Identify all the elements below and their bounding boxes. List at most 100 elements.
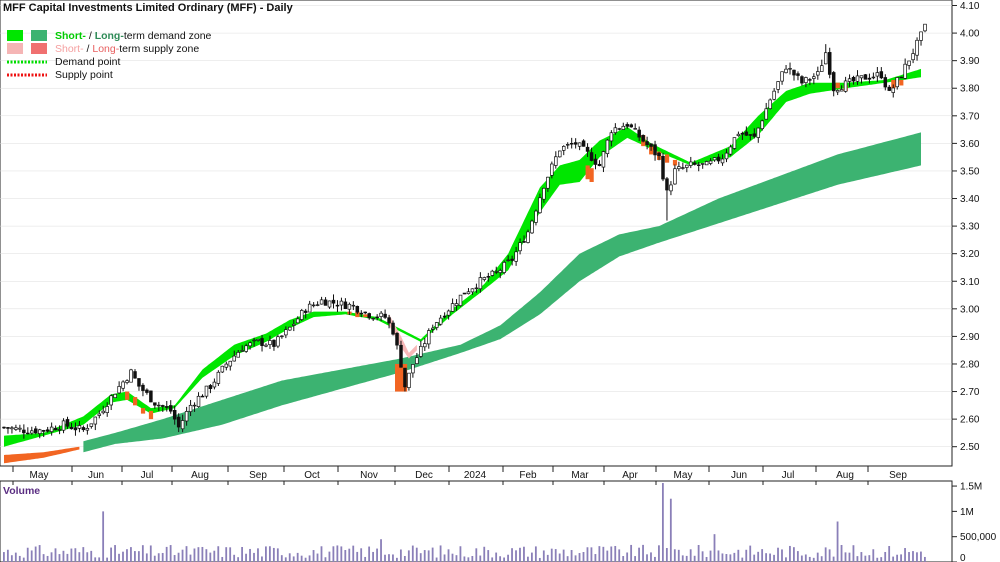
chart-title: MFF Capital Investments Limited Ordinary… xyxy=(3,2,294,14)
volume-bar xyxy=(118,553,120,562)
candle-body xyxy=(407,372,411,388)
volume-bar xyxy=(181,549,184,562)
supply-zone-segment xyxy=(395,363,400,392)
supply-zone-segment xyxy=(589,168,594,182)
candle-body xyxy=(617,128,622,130)
volume-bar xyxy=(257,548,259,562)
candle-body xyxy=(109,395,113,406)
candle-body xyxy=(677,166,681,170)
early-supply-zone xyxy=(4,446,80,464)
volume-bar xyxy=(761,549,764,562)
volume-bar xyxy=(491,557,494,562)
volume-bar xyxy=(467,557,470,562)
candle-body xyxy=(784,68,788,74)
volume-bar xyxy=(161,552,164,562)
volume-bar xyxy=(475,548,478,562)
candle-body xyxy=(299,310,304,320)
candle-body xyxy=(546,176,550,189)
volume-bar xyxy=(62,550,65,562)
price-tick-label: 3.20 xyxy=(960,249,980,260)
volume-tick-label: 0 xyxy=(960,553,966,562)
volume-bar xyxy=(284,557,287,562)
candle-body xyxy=(141,384,145,391)
volume-bar xyxy=(527,556,529,562)
candle-body xyxy=(37,429,42,434)
candle-body xyxy=(446,310,451,316)
volume-bar xyxy=(407,550,410,562)
volume-bar xyxy=(403,555,406,562)
candle-body xyxy=(756,127,761,138)
volume-bar xyxy=(785,557,787,562)
volume-bar xyxy=(792,547,795,562)
volume-bar xyxy=(519,547,521,562)
grid-lines xyxy=(0,5,952,447)
legend-supply-short-label: Short- xyxy=(55,43,84,55)
candle-body xyxy=(919,31,923,41)
candle-body xyxy=(224,363,229,368)
candle-body xyxy=(772,90,776,100)
candle-body xyxy=(891,87,895,93)
price-tick-label: 3.60 xyxy=(960,139,980,150)
volume-bar xyxy=(816,552,819,562)
candle-body xyxy=(117,386,121,394)
candle-body xyxy=(522,241,526,243)
volume-bar xyxy=(141,545,144,562)
candle-body xyxy=(887,86,892,91)
legend-swatch-long-supply xyxy=(31,43,47,54)
candle-body xyxy=(34,428,38,434)
candle-body xyxy=(93,416,98,425)
candle-body xyxy=(558,150,562,158)
volume-bar xyxy=(221,556,224,562)
price-tick-label: 3.40 xyxy=(960,194,980,205)
volume-bar xyxy=(622,556,625,562)
candle-body xyxy=(716,156,721,162)
candle-body xyxy=(157,404,161,407)
price-tick-label: 3.30 xyxy=(960,222,980,233)
volume-bar xyxy=(66,553,69,562)
candle-body xyxy=(669,184,673,192)
candle-body xyxy=(240,350,244,352)
supply-zone-segment xyxy=(133,397,138,406)
candle-body xyxy=(339,300,344,306)
candle-body xyxy=(264,344,268,347)
price-axis: 2.50 2.60 2.70 2.80 2.90 3.00 3.10 3.20 3.30 3.40… xyxy=(952,1,980,453)
volume-bar xyxy=(523,546,525,562)
candle-body xyxy=(907,60,911,66)
volume-bar xyxy=(169,545,172,562)
volume-bar xyxy=(372,551,374,562)
date-tick-label: Jun xyxy=(88,470,104,481)
volume-bar xyxy=(3,552,5,562)
volume-bar xyxy=(114,545,116,562)
volume-bar xyxy=(304,557,307,562)
volume-bar xyxy=(233,554,236,562)
volume-bar xyxy=(530,552,533,562)
volume-bar xyxy=(50,552,53,562)
candle-body xyxy=(427,330,431,345)
volume-bar xyxy=(237,557,240,562)
volume-bar xyxy=(872,549,875,562)
volume-bar xyxy=(42,554,45,562)
volume-bar xyxy=(26,547,29,562)
volume-bar xyxy=(6,549,9,562)
candle-body xyxy=(462,292,467,295)
candle-body xyxy=(621,125,626,130)
candle-body xyxy=(85,428,90,431)
volume-bar xyxy=(443,554,446,562)
candle-body xyxy=(585,146,590,152)
volume-bar xyxy=(324,557,327,562)
volume-bar xyxy=(356,551,359,562)
volume-bar xyxy=(336,545,339,562)
volume-bar xyxy=(296,552,299,562)
candle-body xyxy=(847,78,852,82)
price-tick-label: 3.80 xyxy=(960,84,980,95)
volume-bar xyxy=(261,556,263,562)
candle-body xyxy=(597,163,602,167)
volume-bar xyxy=(137,551,140,562)
volume-bar xyxy=(495,552,498,562)
volume-bar xyxy=(677,549,680,562)
candle-body xyxy=(768,99,772,109)
volume-bar xyxy=(241,546,243,562)
candle-body xyxy=(149,390,153,403)
candle-body xyxy=(824,52,828,65)
volume-bar xyxy=(253,552,255,562)
